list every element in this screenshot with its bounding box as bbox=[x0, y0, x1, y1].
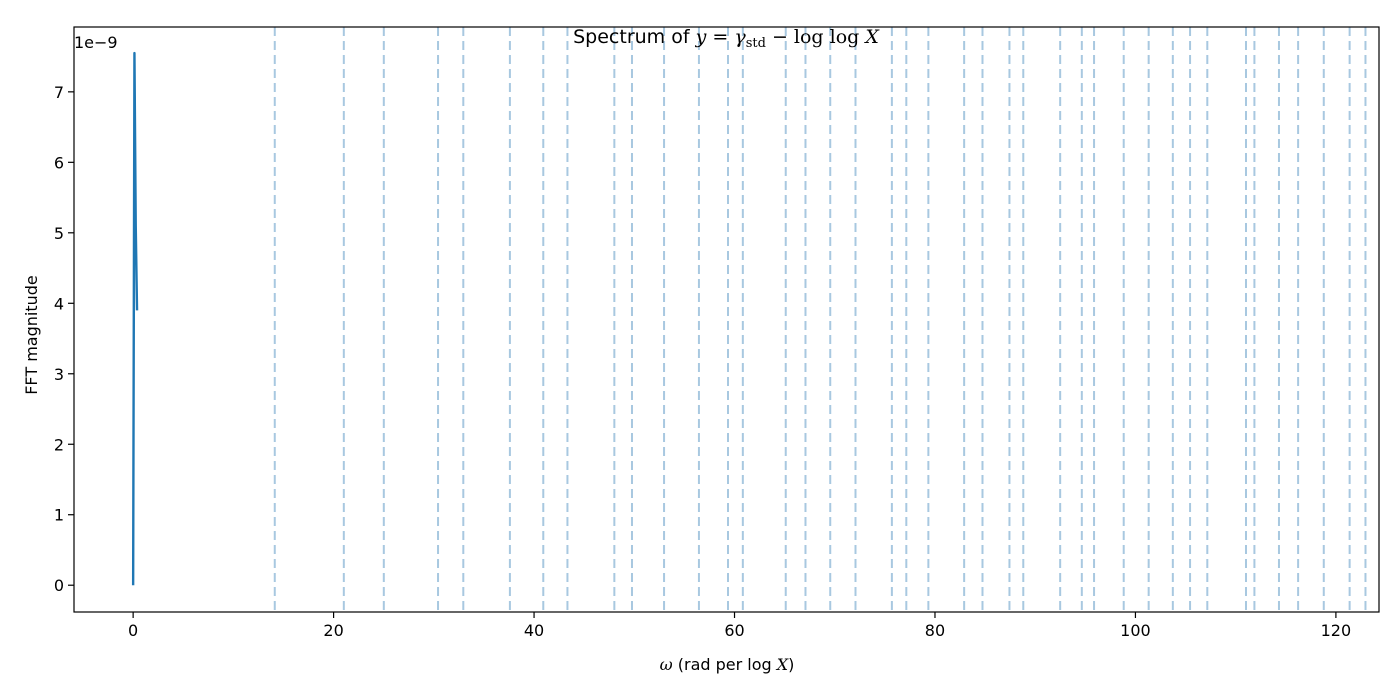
reference-lines bbox=[273, 27, 1367, 612]
y-tick-label: 5 bbox=[54, 224, 64, 243]
chart-title: Spectrum of y = γstd − log log X bbox=[573, 26, 880, 51]
x-tick-label: 120 bbox=[1321, 621, 1352, 640]
y-tick-label: 3 bbox=[54, 365, 64, 384]
y-axis-label: FFT magnitude bbox=[22, 275, 41, 395]
x-tick-label: 100 bbox=[1120, 621, 1151, 640]
y-tick-label: 6 bbox=[54, 153, 64, 172]
x-axis-ticks: 0 20 40 60 80 100 120 bbox=[128, 612, 1351, 640]
x-axis-label: ω (rad per log X) bbox=[660, 655, 795, 674]
series-line-0 bbox=[131, 51, 139, 586]
y-tick-label: 4 bbox=[54, 294, 64, 313]
series-layer bbox=[131, 51, 139, 586]
y-tick-label: 7 bbox=[54, 83, 64, 102]
y-tick-label: 0 bbox=[54, 576, 64, 595]
y-tick-label: 1 bbox=[54, 506, 64, 525]
x-tick-label: 60 bbox=[724, 621, 744, 640]
x-tick-label: 20 bbox=[323, 621, 343, 640]
y-tick-label: 2 bbox=[54, 435, 64, 454]
y-axis-ticks: 0 1 2 3 4 5 6 7 bbox=[54, 83, 74, 595]
x-tick-label: 40 bbox=[524, 621, 544, 640]
x-tick-label: 0 bbox=[128, 621, 138, 640]
y-offset-label: 1e−9 bbox=[74, 33, 118, 52]
plot-frame bbox=[73, 26, 1380, 613]
x-tick-label: 80 bbox=[925, 621, 945, 640]
